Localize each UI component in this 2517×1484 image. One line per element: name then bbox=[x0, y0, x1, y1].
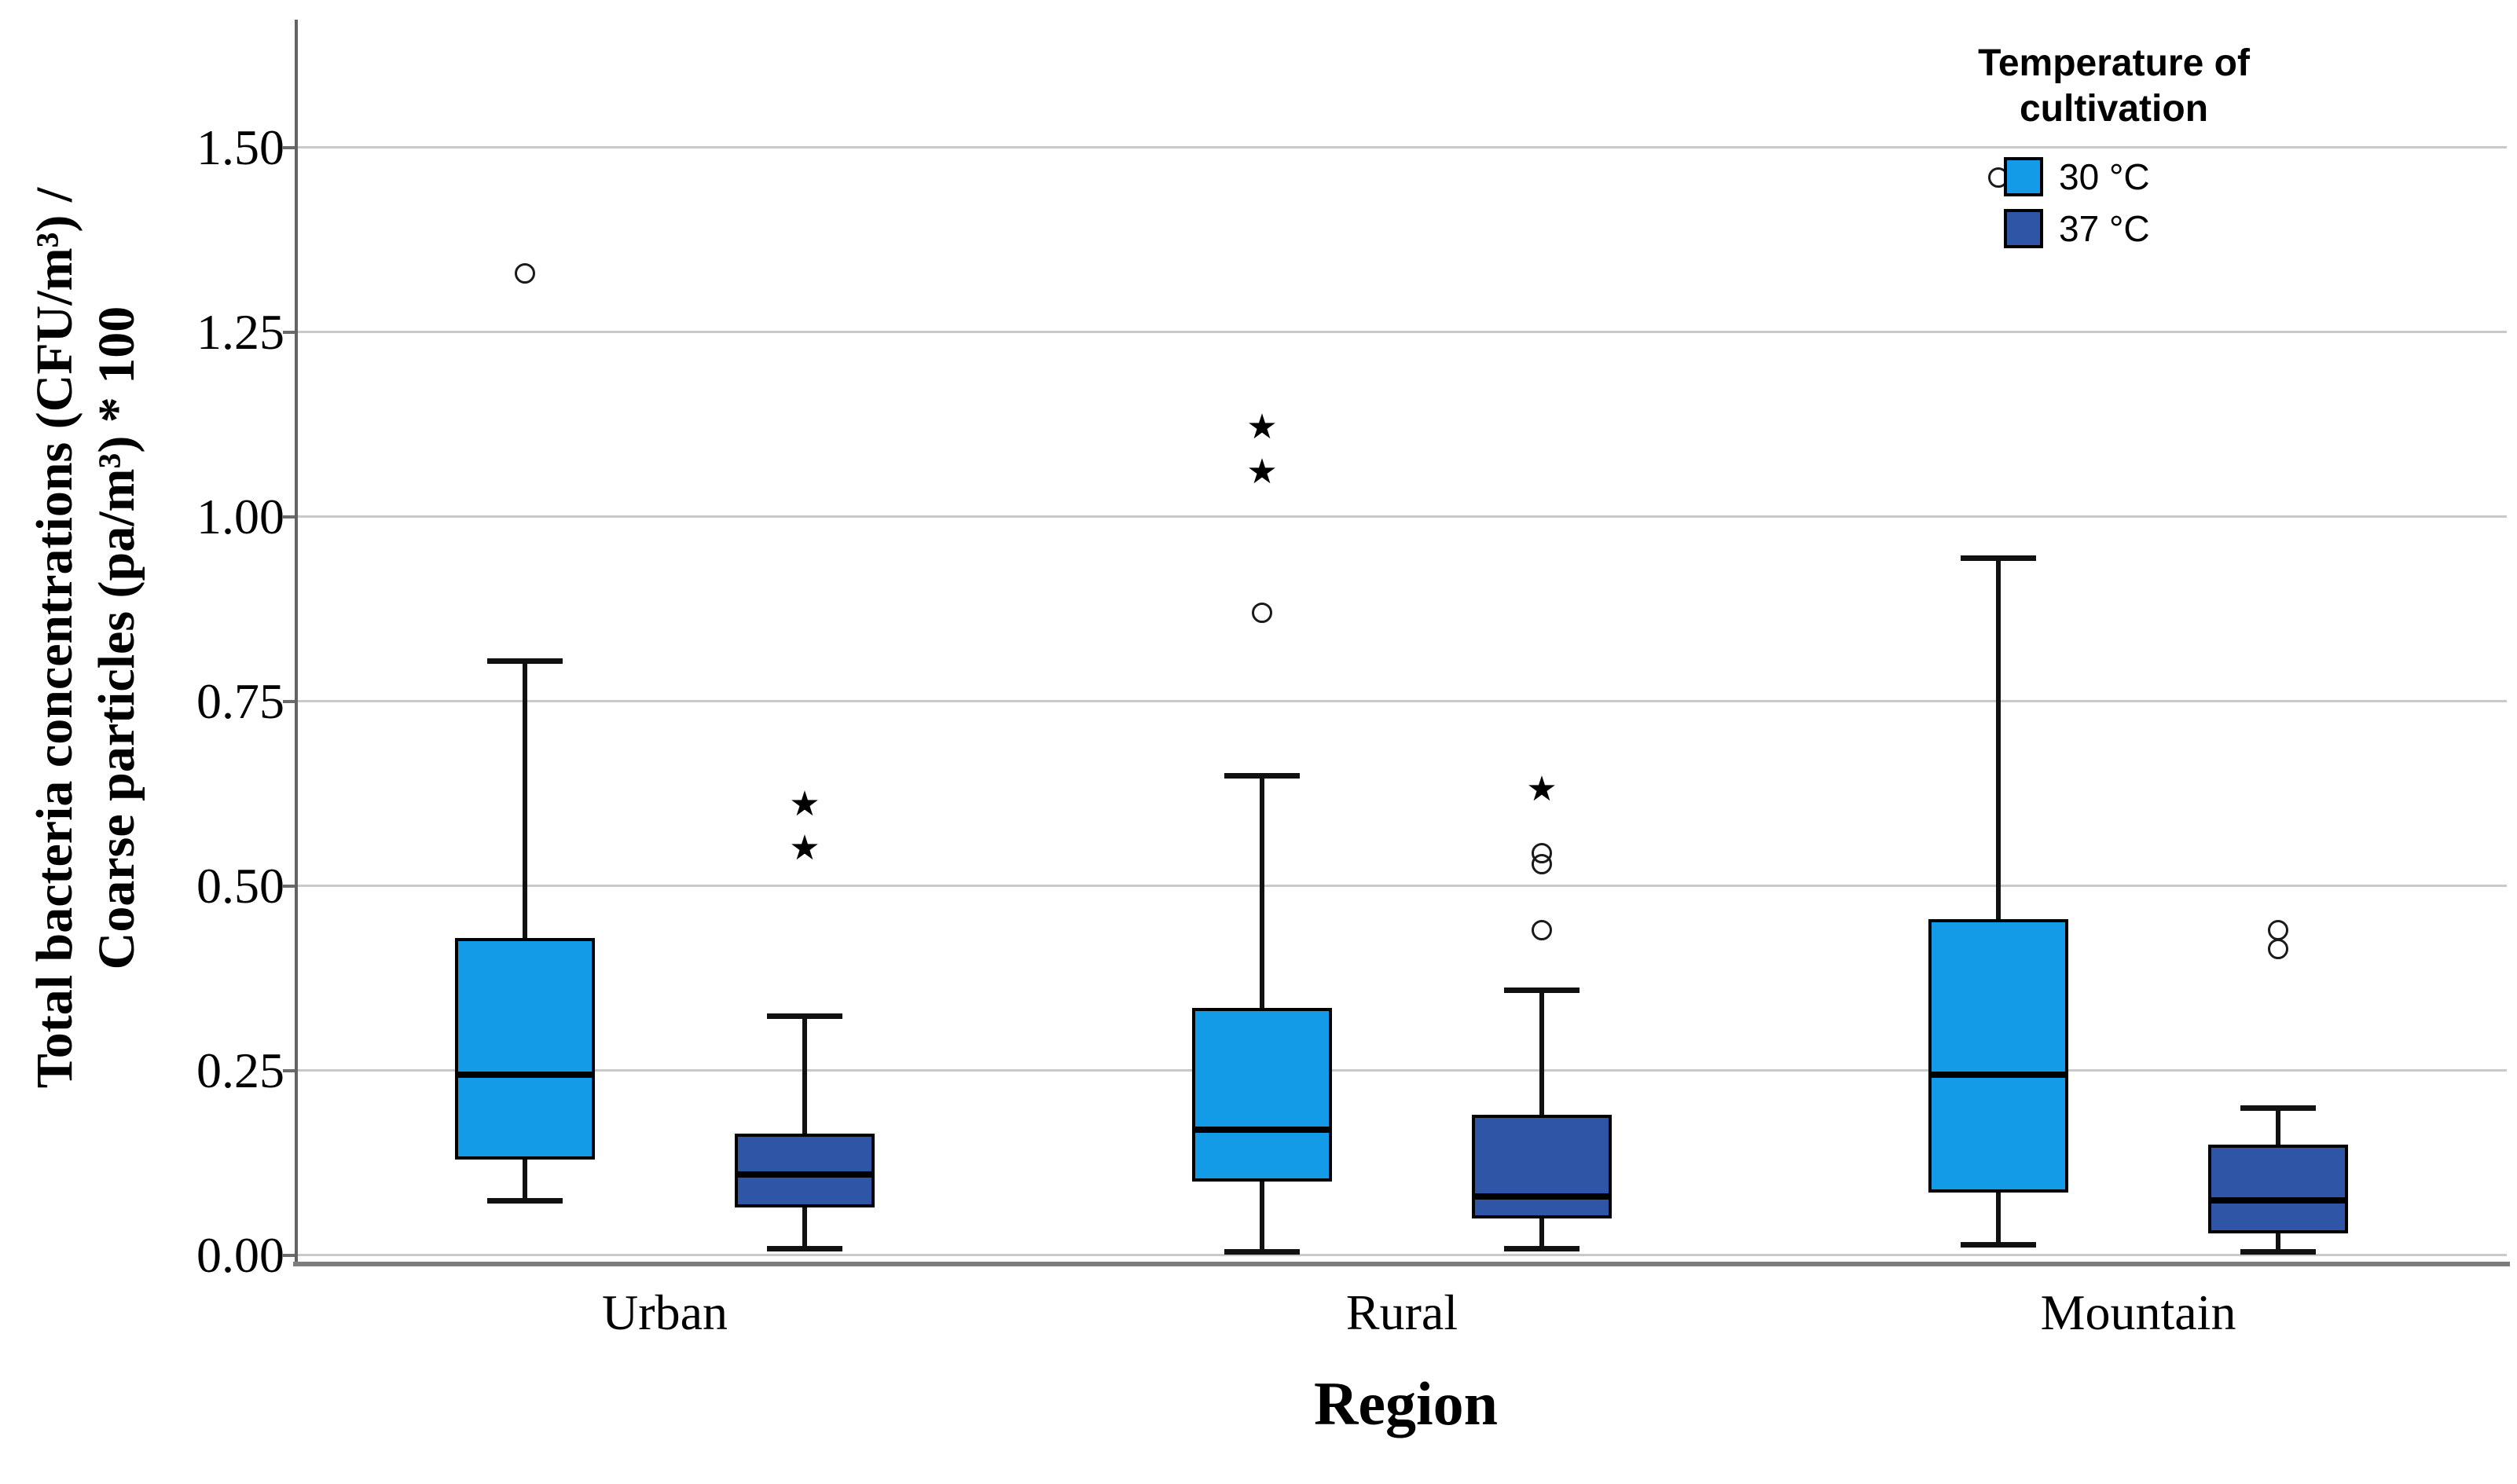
outlier-circle-icon bbox=[2268, 920, 2288, 940]
outlier-circle-icon bbox=[1532, 843, 1552, 863]
whisker-cap-high-urban-30c bbox=[487, 658, 563, 664]
whisker-lower-urban-30c bbox=[523, 1160, 527, 1200]
box-rural-37c bbox=[1472, 1115, 1612, 1218]
whisker-cap-low-mountain-37c bbox=[2240, 1249, 2316, 1255]
whisker-cap-high-rural-30c bbox=[1224, 773, 1300, 779]
whisker-lower-rural-37c bbox=[1539, 1218, 1544, 1248]
whisker-lower-rural-30c bbox=[1260, 1182, 1264, 1251]
y-tick-label: 1.50 bbox=[196, 119, 284, 175]
y-tick-mark bbox=[283, 885, 296, 888]
y-axis-title-line2: Coarse particles (pa/m³) * 100 bbox=[88, 306, 146, 970]
median-line-rural-37c bbox=[1472, 1193, 1612, 1200]
x-category-label: Rural bbox=[1345, 1284, 1458, 1340]
gridline bbox=[296, 515, 2507, 518]
median-line-mountain-37c bbox=[2208, 1197, 2348, 1204]
x-axis-title: Region bbox=[1314, 1369, 1498, 1438]
y-tick-mark bbox=[283, 1254, 296, 1257]
gridline bbox=[296, 1254, 2507, 1256]
outlier-circle-icon bbox=[515, 263, 535, 284]
legend: Temperature of cultivation 30 °C 37 °C bbox=[1941, 41, 2287, 260]
whisker-lower-urban-37c bbox=[802, 1207, 807, 1248]
median-line-urban-37c bbox=[735, 1171, 875, 1178]
outlier-star-icon: ★ bbox=[789, 784, 820, 825]
x-category-label: Mountain bbox=[2040, 1284, 2236, 1340]
whisker-cap-low-mountain-30c bbox=[1961, 1242, 2036, 1248]
outlier-star-icon: ★ bbox=[1246, 407, 1278, 448]
box-mountain-30c bbox=[1928, 919, 2068, 1193]
legend-title-line1: Temperature of bbox=[1978, 42, 2250, 84]
y-tick-label: 1.25 bbox=[196, 304, 284, 360]
legend-items: 30 °C 37 °C bbox=[1941, 156, 2287, 249]
outlier-star-icon: ★ bbox=[1526, 769, 1558, 810]
whisker-lower-mountain-37c bbox=[2276, 1233, 2280, 1252]
whisker-cap-high-urban-37c bbox=[767, 1013, 842, 1019]
whisker-cap-low-rural-37c bbox=[1504, 1246, 1580, 1251]
whisker-cap-high-rural-37c bbox=[1504, 988, 1580, 993]
legend-swatch-37c-icon bbox=[2004, 209, 2043, 249]
x-category-label: Urban bbox=[602, 1284, 728, 1340]
y-tick-mark bbox=[283, 515, 296, 518]
whisker-lower-mountain-30c bbox=[1996, 1193, 2001, 1244]
gridline bbox=[296, 700, 2507, 702]
box-rural-30c bbox=[1192, 1008, 1332, 1182]
outlier-circle-icon bbox=[1532, 920, 1552, 940]
legend-item-37c: 37 °C bbox=[2004, 208, 2287, 249]
whisker-upper-rural-37c bbox=[1539, 990, 1544, 1116]
whisker-upper-urban-37c bbox=[802, 1016, 807, 1134]
legend-swatch-30c-icon bbox=[2004, 157, 2043, 197]
whisker-upper-mountain-30c bbox=[1996, 558, 2001, 920]
whisker-cap-high-mountain-37c bbox=[2240, 1105, 2316, 1111]
y-tick-label: 0.25 bbox=[196, 1042, 284, 1098]
y-tick-mark bbox=[283, 331, 296, 334]
y-tick-mark bbox=[283, 1069, 296, 1072]
whisker-cap-high-mountain-30c bbox=[1961, 555, 2036, 561]
y-axis-title-line1: Total bacteria concentrations (CFU/m³) / bbox=[26, 187, 83, 1089]
median-line-mountain-30c bbox=[1928, 1072, 2068, 1078]
y-tick-label: 0.00 bbox=[196, 1227, 284, 1283]
y-tick-label: 1.00 bbox=[196, 489, 284, 544]
whisker-cap-low-rural-30c bbox=[1224, 1249, 1300, 1255]
y-axis-line bbox=[295, 20, 298, 1265]
whisker-cap-low-urban-37c bbox=[767, 1246, 842, 1251]
gridline bbox=[296, 146, 2507, 148]
x-axis-line bbox=[293, 1262, 2510, 1266]
y-axis-title: Total bacteria concentrations (CFU/m³) /… bbox=[24, 17, 152, 1259]
outlier-star-icon: ★ bbox=[789, 828, 820, 869]
whisker-cap-low-urban-30c bbox=[487, 1198, 563, 1204]
box-mountain-37c bbox=[2208, 1145, 2348, 1233]
legend-title-line2: cultivation bbox=[2019, 87, 2209, 130]
median-line-rural-30c bbox=[1192, 1127, 1332, 1133]
y-tick-label: 0.50 bbox=[196, 858, 284, 914]
gridline bbox=[296, 885, 2507, 887]
legend-item-30c: 30 °C bbox=[2004, 156, 2287, 197]
median-line-urban-30c bbox=[455, 1072, 595, 1078]
whisker-upper-urban-30c bbox=[523, 661, 527, 938]
y-tick-label: 0.75 bbox=[196, 673, 284, 729]
y-tick-mark bbox=[283, 700, 296, 703]
outlier-circle-icon bbox=[2268, 939, 2288, 959]
outlier-circle-icon bbox=[1252, 603, 1272, 623]
y-tick-mark bbox=[283, 146, 296, 149]
box-urban-30c bbox=[455, 938, 595, 1160]
outlier-star-icon: ★ bbox=[1246, 452, 1278, 493]
legend-label-30c: 30 °C bbox=[2059, 156, 2150, 198]
gridline bbox=[296, 1069, 2507, 1072]
legend-title: Temperature of cultivation bbox=[1941, 41, 2287, 131]
whisker-upper-mountain-37c bbox=[2276, 1108, 2280, 1145]
legend-label-37c: 37 °C bbox=[2059, 208, 2150, 250]
box-urban-37c bbox=[735, 1134, 875, 1207]
whisker-upper-rural-30c bbox=[1260, 775, 1264, 1008]
gridline bbox=[296, 331, 2507, 333]
